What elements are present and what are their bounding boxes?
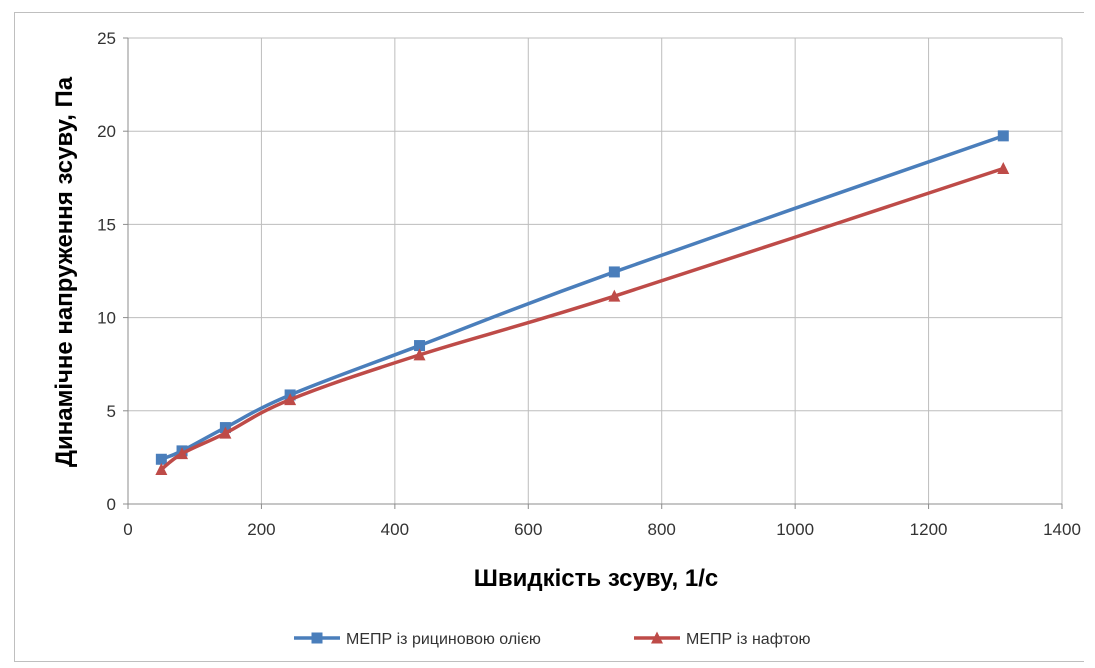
y-tick-label-0: 0 — [107, 495, 116, 514]
x-tick-label-1: 200 — [247, 520, 275, 539]
y-tick-label-4: 20 — [97, 122, 116, 141]
legend-label-0: МЕПР із рициновою олією — [346, 631, 541, 648]
legend-swatch-marker-1 — [651, 631, 663, 644]
series-line-0 — [160, 134, 1004, 461]
y-tick-label-3: 15 — [97, 215, 116, 234]
series-1-point-0 — [155, 463, 168, 476]
x-axis-title: Швидкість зсуву, 1/с — [474, 565, 719, 592]
legend-swatch-marker-0 — [311, 632, 323, 644]
y-tick-label-2: 10 — [97, 309, 116, 328]
y-tick-label-1: 5 — [107, 402, 116, 421]
series-0-point-4 — [414, 340, 426, 352]
legend-item-1: МЕПР із нафтою — [634, 631, 811, 648]
legend: МЕПР із рициновою олією МЕПР із нафтою — [294, 631, 811, 648]
series-0-point-6 — [997, 130, 1009, 142]
x-tick-label-0: 0 — [123, 520, 132, 539]
series-0 — [155, 130, 1009, 465]
series-1-point-1 — [176, 447, 189, 460]
series-1-point-4 — [413, 348, 426, 361]
x-tick-label-6: 1200 — [910, 520, 948, 539]
x-tick-label-5: 1000 — [776, 520, 814, 539]
series-line-1 — [160, 166, 1004, 471]
series-0-point-5 — [608, 266, 620, 278]
x-tick-label-2: 400 — [381, 520, 409, 539]
y-tick-label-5: 25 — [97, 29, 116, 48]
y-axis-title: Динамічне напруження зсуву, Па — [51, 76, 78, 467]
series-1 — [155, 161, 1010, 476]
series-0-point-0 — [155, 453, 167, 465]
grid-lines — [128, 37, 1063, 504]
legend-label-1: МЕПР із нафтою — [686, 631, 811, 648]
legend-item-0: МЕПР із рициновою олією — [294, 631, 541, 648]
tick-labels: 0 5 10 15 20 25 0 200 400 600 800 1000 1200 1400 — [97, 29, 1081, 539]
series-1-point-5 — [608, 289, 621, 302]
series-layer — [155, 130, 1010, 476]
x-tick-label-4: 800 — [648, 520, 676, 539]
series-1-point-6 — [997, 161, 1010, 174]
axes — [123, 37, 1063, 509]
series-1-point-2 — [219, 426, 232, 439]
series-1-point-3 — [284, 393, 297, 406]
chart-frame — [14, 12, 1084, 662]
x-tick-label-3: 600 — [514, 520, 542, 539]
x-tick-label-7: 1400 — [1043, 520, 1081, 539]
